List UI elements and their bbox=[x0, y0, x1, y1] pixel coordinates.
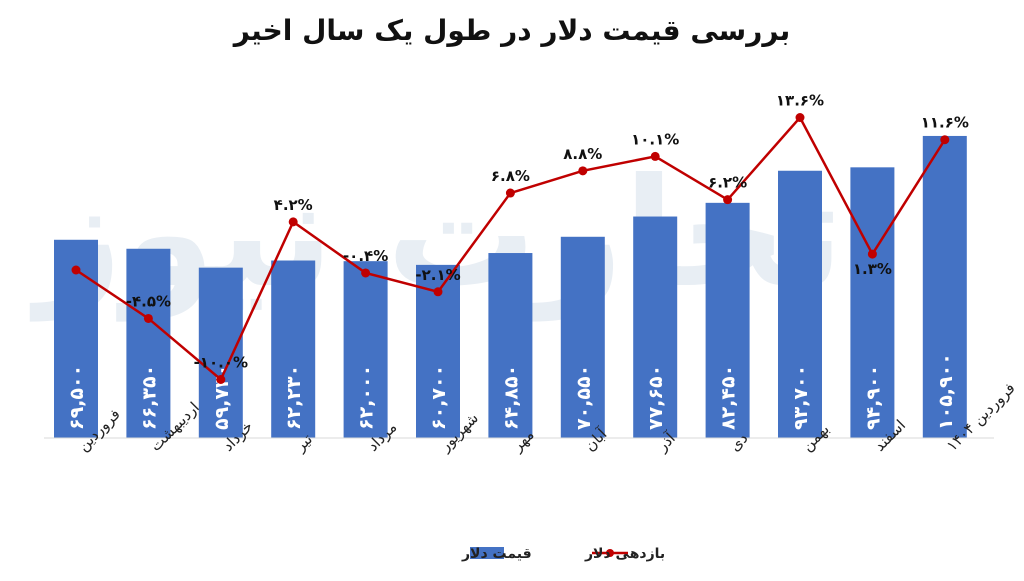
bar-value-label: ۷۷,۶۵۰ bbox=[645, 365, 667, 430]
legend-bar-label: قیمت دلار bbox=[461, 546, 532, 562]
line-value-label: ۶.۲% bbox=[708, 174, 747, 192]
bar-value-label: ۶۰,۷۰۰ bbox=[428, 365, 450, 430]
line-value-label: -۲.۱% bbox=[415, 266, 460, 284]
bar-value-label: ۶۲,۲۳۰ bbox=[283, 365, 305, 430]
line-point bbox=[578, 166, 588, 176]
chart-title: بررسی قیمت دلار در طول یک سال اخیر bbox=[233, 14, 791, 47]
bar-value-label: ۶۶,۳۵۰ bbox=[138, 365, 160, 430]
line-value-label: ۱.۳% bbox=[853, 260, 892, 278]
bar bbox=[560, 236, 605, 438]
line-point bbox=[650, 151, 660, 161]
bars-group: ۶۹,۵۰۰ ۶۶,۳۵۰ ۵۹,۷۳۰ ۶۲,۲۳۰ ۶۲,۰۰۰ ۶۰,۷۰۰ ۶۴,۸… bbox=[54, 135, 967, 439]
line-point bbox=[940, 135, 950, 145]
bar bbox=[778, 170, 822, 439]
bar-value-label: ۱۰۵,۹۰۰ bbox=[935, 353, 957, 430]
line-value-label: -۴.۵% bbox=[126, 292, 171, 310]
bar-value-label: ۸۲,۴۵۰ bbox=[718, 365, 740, 430]
line-point bbox=[433, 287, 443, 297]
bar bbox=[271, 260, 316, 438]
line-value-label: ۱۰.۱% bbox=[631, 130, 679, 148]
bar bbox=[633, 216, 678, 438]
line-value-label: ۱۱.۶% bbox=[921, 114, 969, 132]
bar bbox=[488, 253, 533, 438]
bar-value-label: ۵۹,۷۳۰ bbox=[211, 365, 233, 430]
line-point bbox=[723, 195, 733, 205]
bar bbox=[126, 248, 171, 438]
legend-bar-swatch bbox=[470, 547, 504, 559]
legend-line-marker bbox=[606, 549, 614, 557]
bar-value-label: ۶۹,۵۰۰ bbox=[66, 365, 88, 430]
line-point bbox=[505, 188, 515, 198]
line-value-label: ۶.۸% bbox=[491, 167, 530, 185]
line-value-label: ۴.۲% bbox=[274, 196, 313, 214]
bar-value-label: ۶۴,۸۵۰ bbox=[500, 365, 522, 430]
bar-value-label: ۶۲,۰۰۰ bbox=[356, 365, 378, 430]
legend-line-label: بازدهی دلار bbox=[584, 546, 665, 562]
bar bbox=[922, 135, 967, 439]
line-series-group: -۴.۵% -۱۰.۰% ۴.۲% -۰.۴% -۲.۱% ۶.۸% ۸.۸% ۱۰.۱% ۶.… bbox=[71, 92, 969, 384]
bar-value-label: ۷۰,۵۵۰ bbox=[573, 365, 595, 430]
line-point bbox=[288, 217, 298, 227]
line-point bbox=[143, 313, 153, 323]
line-point bbox=[216, 375, 226, 384]
bar-value-label: ۹۳,۷۰۰ bbox=[790, 365, 812, 430]
line-value-label: ۸.۸% bbox=[563, 145, 602, 163]
bar bbox=[850, 167, 895, 439]
line-value-label: ۱۳.۶% bbox=[776, 92, 824, 110]
line-point bbox=[71, 265, 81, 275]
bar bbox=[343, 261, 388, 438]
line-value-label: -۰.۴% bbox=[343, 247, 388, 265]
bar bbox=[198, 267, 243, 438]
line-point bbox=[795, 113, 805, 123]
line-point bbox=[867, 249, 877, 259]
line-point bbox=[361, 268, 371, 278]
line-value-label: -۱۰.۰% bbox=[194, 354, 248, 372]
bar bbox=[705, 202, 750, 438]
bar-value-label: ۹۴,۹۰۰ bbox=[862, 365, 884, 430]
legend: بازدهی دلار قیمت دلار bbox=[461, 546, 665, 562]
